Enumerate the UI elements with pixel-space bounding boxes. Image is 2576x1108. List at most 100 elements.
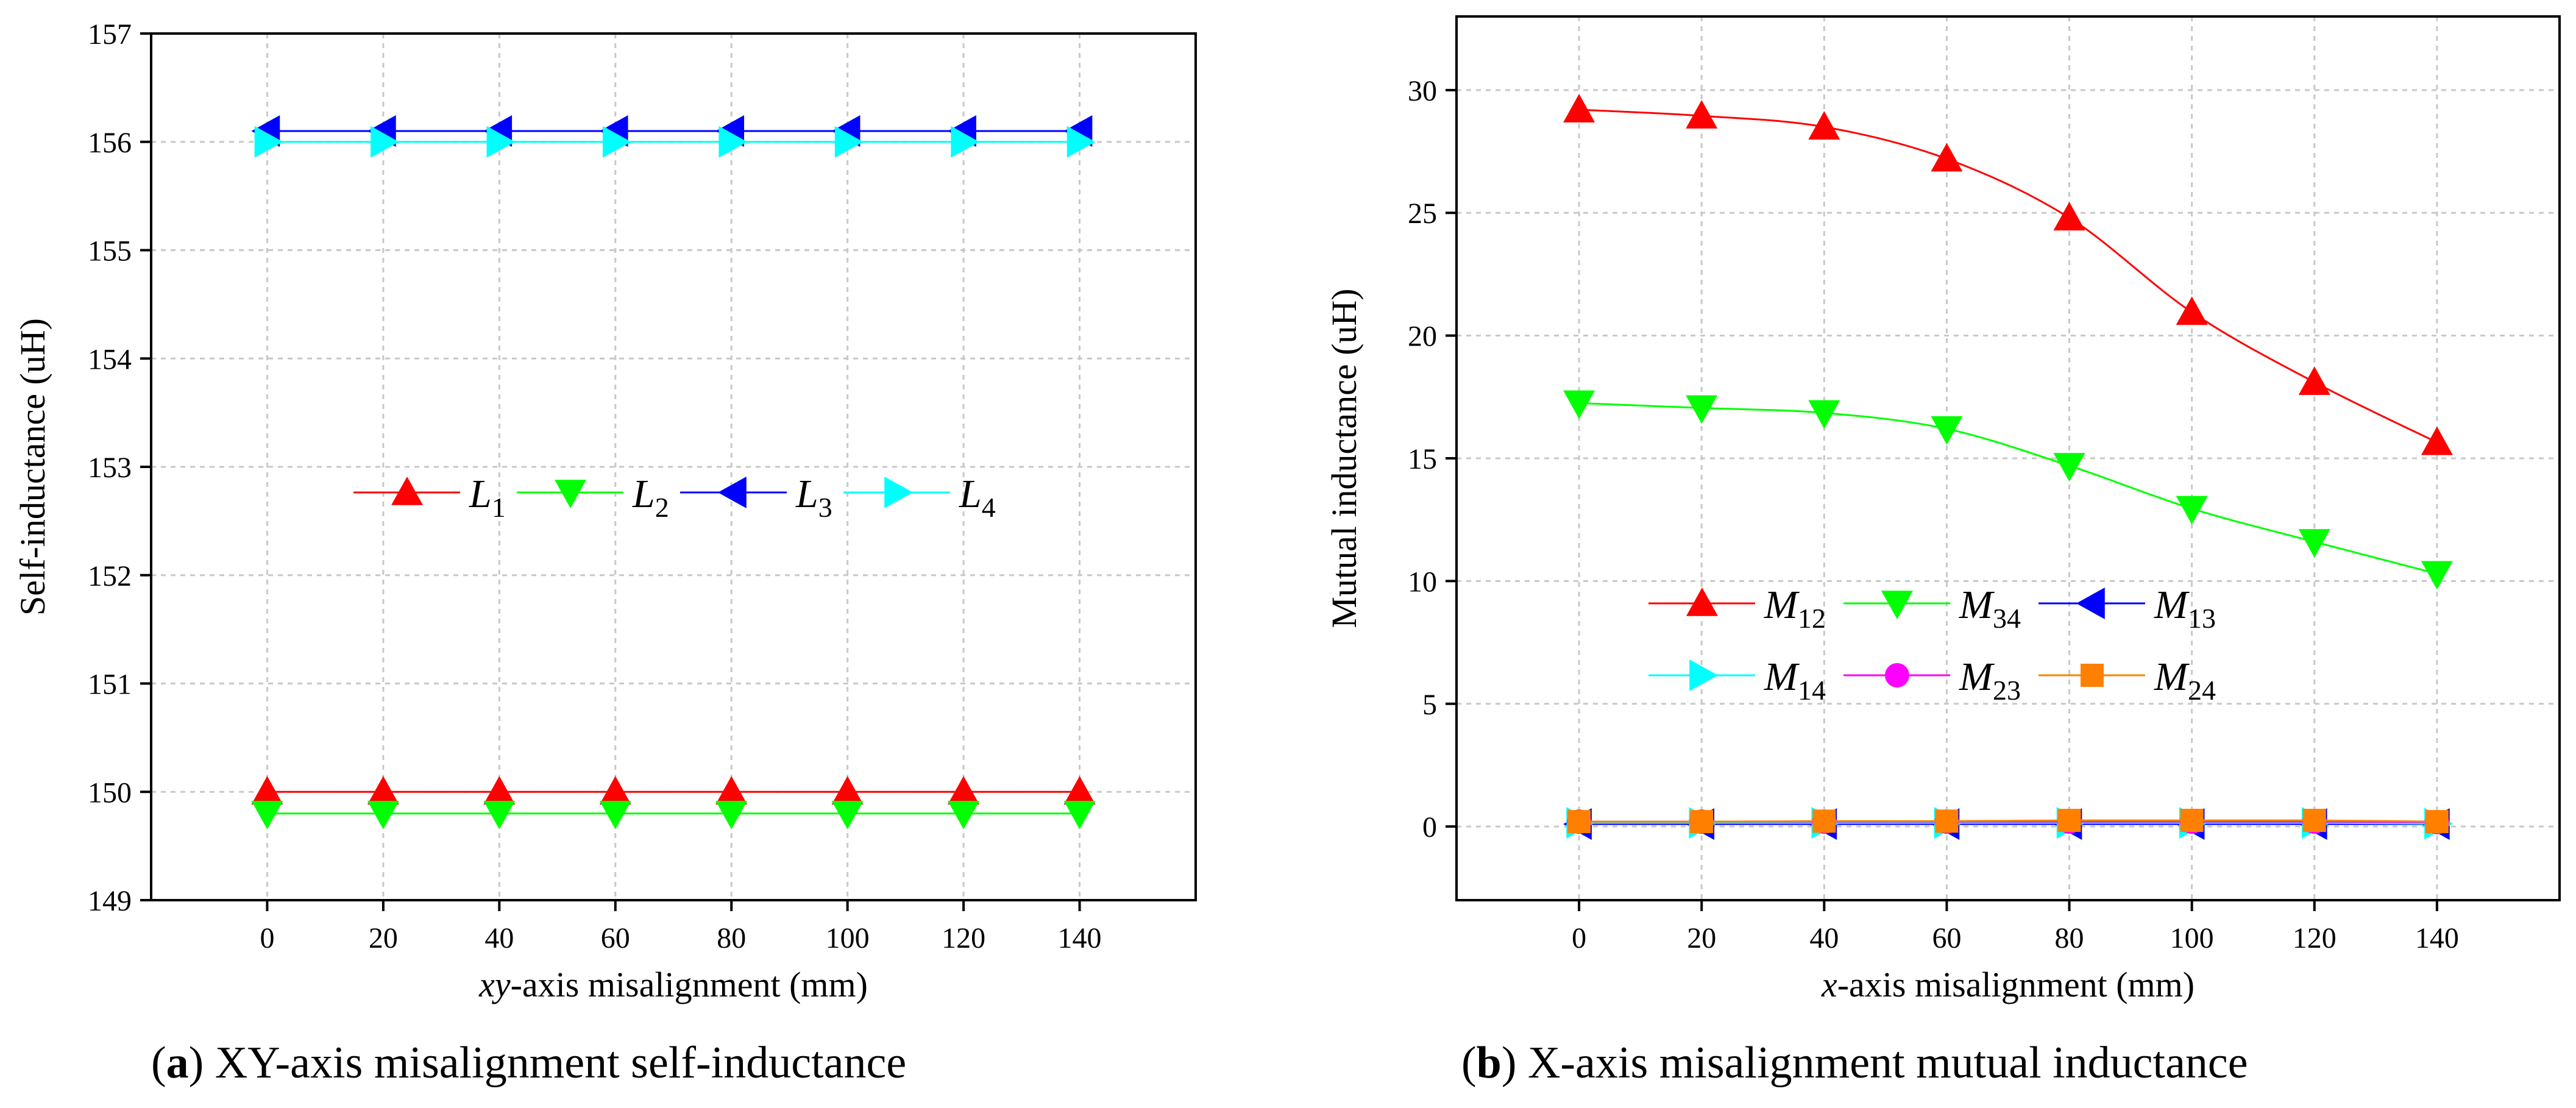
x-tick-label: 80 — [2055, 922, 2084, 954]
data-point-L2 — [948, 801, 980, 829]
data-point-M12 — [2176, 296, 2208, 325]
y-tick-label: 151 — [88, 669, 132, 701]
x-axis-title-italic: x — [1821, 965, 1837, 1004]
legend-label-M12: M12 — [1764, 583, 1826, 634]
legend-label-M14: M14 — [1764, 655, 1826, 706]
series-line-M12 — [1579, 108, 2438, 444]
data-point-L2 — [483, 801, 516, 829]
data-point-L2 — [367, 801, 399, 829]
legend-item-L3: L3 — [680, 472, 832, 523]
y-tick-label: 5 — [1422, 689, 1437, 721]
data-point-M34 — [2298, 529, 2330, 558]
series-L1 — [251, 776, 1096, 805]
series-L3 — [251, 115, 1093, 147]
legend-item-M12: M12 — [1648, 583, 1826, 634]
data-point-M24 — [1935, 809, 1959, 833]
legend-label-L2: L2 — [632, 472, 669, 523]
legend-marker-L2 — [555, 480, 586, 508]
y-tick-label: 155 — [88, 235, 132, 268]
legend-item-M23: M23 — [1843, 655, 2021, 706]
data-point-M12 — [2298, 366, 2330, 395]
y-tick-label: 153 — [88, 452, 132, 484]
data-point-L4 — [486, 126, 516, 158]
data-point-M24 — [1690, 810, 1714, 834]
data-point-M24 — [2180, 809, 2204, 833]
legend-label-L4: L4 — [959, 472, 996, 523]
x-tick-label: 20 — [1687, 922, 1716, 954]
x-tick-label: 80 — [717, 922, 746, 954]
panel-caption: (a) XY-axis misalignment self-inductance — [151, 1038, 906, 1088]
series-L4 — [254, 126, 1096, 158]
legend-marker-L4 — [884, 477, 913, 508]
y-tick-label: 0 — [1422, 811, 1437, 843]
y-tick-label: 149 — [88, 885, 132, 917]
x-tick-label: 40 — [484, 922, 514, 954]
x-tick-label: 40 — [1809, 922, 1839, 954]
x-tick-label: 140 — [1058, 922, 1102, 954]
legend: M12 M34 M13 M14 M23 M24 — [1648, 583, 2216, 706]
legend-label-L1: L1 — [469, 472, 506, 523]
legend-marker-M34 — [1881, 591, 1913, 619]
y-tick-label: 15 — [1408, 443, 1437, 475]
grid — [151, 34, 1196, 900]
data-point-L1 — [948, 776, 980, 805]
x-tick-label: 100 — [826, 922, 870, 954]
data-point-L2 — [831, 801, 864, 829]
x-axis-title-rest: -axis misalignment (mm) — [511, 965, 868, 1004]
data-point-L4 — [1066, 126, 1096, 158]
series-M34 — [1563, 390, 2453, 590]
x-tick-label: 120 — [942, 922, 985, 954]
legend-marker-M23 — [1885, 663, 1909, 687]
data-point-L1 — [251, 776, 283, 805]
data-point-M34 — [1808, 400, 1840, 429]
data-point-M34 — [2176, 495, 2208, 525]
x-tick-label: 100 — [2170, 922, 2214, 954]
x-tick-label: 120 — [2293, 922, 2336, 954]
panel-a-self-inductance: 0 20 40 60 80 100 120 140 149 150 151 152 153 154 155 1… — [13, 18, 1197, 1088]
y-tick-label: 157 — [88, 18, 132, 51]
y-tick-label: 20 — [1408, 321, 1437, 353]
x-tick-label: 0 — [260, 922, 274, 954]
data-point-L2 — [1063, 801, 1096, 829]
x-axis-title: x-axis misalignment (mm) — [1821, 965, 2195, 1004]
data-point-M12 — [1563, 94, 1595, 123]
legend-item-M24: M24 — [2038, 655, 2216, 706]
y-tick-label: 150 — [88, 776, 132, 809]
y-tick-label: 152 — [88, 560, 132, 592]
data-point-L4 — [371, 126, 399, 158]
data-point-L1 — [715, 776, 748, 805]
data-point-M34 — [1931, 416, 1963, 445]
data-point-L4 — [254, 126, 283, 158]
data-point-L1 — [1063, 776, 1096, 805]
legend-item-M13: M13 — [2038, 583, 2216, 634]
data-point-M24 — [1812, 809, 1836, 833]
legend-item-L2: L2 — [517, 472, 669, 523]
panel-caption: (b) X-axis misalignment mutual inductanc… — [1461, 1038, 2248, 1088]
legend-marker-M12 — [1686, 588, 1718, 616]
panel-b-mutual-inductance: 0 20 40 60 80 100 120 140 0 5 10 15 20 25 30 x-axis mis… — [1324, 15, 2561, 1088]
data-point-L1 — [599, 776, 631, 805]
legend-label-M34: M34 — [1959, 583, 2021, 634]
legend-marker-L1 — [391, 477, 423, 505]
caption-letter: a — [166, 1038, 189, 1088]
data-point-M12 — [2421, 426, 2453, 455]
caption-text: XY-axis misalignment self-inductance — [215, 1038, 906, 1088]
data-point-L2 — [599, 801, 631, 829]
legend-label-M13: M13 — [2154, 583, 2216, 634]
legend-label-M24: M24 — [2154, 655, 2216, 706]
data-point-M34 — [1686, 395, 1718, 424]
x-axis-title-italic: xy — [478, 965, 511, 1004]
data-point-M12 — [1931, 143, 1963, 172]
data-point-M24 — [2425, 810, 2449, 834]
series-line-M34 — [1579, 402, 2438, 575]
x-tick-label: 140 — [2415, 922, 2459, 954]
data-point-M34 — [1563, 390, 1595, 419]
legend-marker-M13 — [2076, 588, 2105, 619]
data-point-M24 — [2057, 809, 2081, 833]
x-axis-title: xy-axis misalignment (mm) — [478, 965, 868, 1004]
data-point-M12 — [1686, 100, 1718, 129]
x-tick-label: 0 — [1572, 922, 1586, 954]
x-tick-label: 20 — [369, 922, 398, 954]
y-tick-label: 156 — [88, 127, 132, 159]
